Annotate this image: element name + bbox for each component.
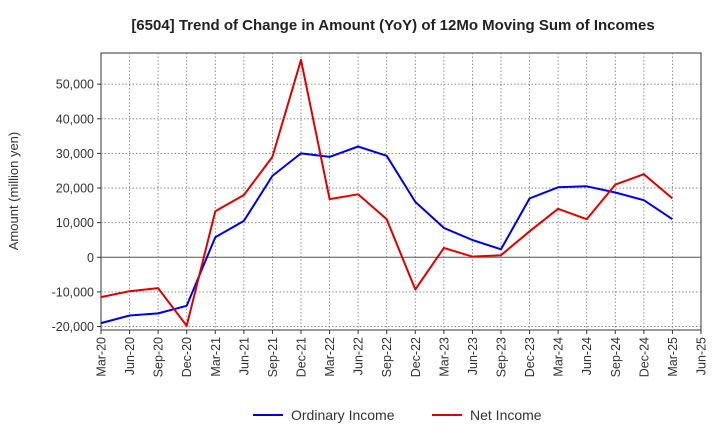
ordinary-income-legend-label: Ordinary Income (291, 407, 395, 423)
chart-title: [6504] Trend of Change in Amount (YoY) o… (131, 17, 654, 34)
x-tick-label: Sep-20 (152, 337, 166, 377)
x-tick-label: Dec-21 (295, 337, 309, 377)
y-tick-label: 10,000 (56, 216, 94, 230)
x-tick-label: Mar-23 (437, 337, 451, 377)
x-tick-label: Jun-24 (580, 337, 594, 375)
y-axis-label: Amount (million yen) (6, 132, 21, 251)
x-tick-label: Sep-22 (380, 337, 394, 377)
x-tick-label: Dec-20 (180, 337, 194, 377)
y-tick-label: 20,000 (56, 182, 94, 196)
x-tick-label: Sep-23 (495, 337, 509, 377)
y-tick-label: 40,000 (56, 112, 94, 126)
y-axis-ticks: -20,000 -10,000 0 10,000 20,000 30,000 40,000 5… (52, 78, 101, 334)
x-tick-label: Jun-21 (237, 337, 251, 375)
x-axis-ticks: Mar-20 Jun-20 Sep-20 Dec-20 Mar-21 Jun-21 Sep-… (95, 330, 709, 377)
x-tick-label: Mar-25 (666, 337, 680, 377)
x-tick-label: Mar-24 (552, 337, 566, 377)
net-income-legend-label: Net Income (470, 407, 542, 423)
x-tick-label: Mar-22 (323, 337, 337, 377)
y-tick-label: 30,000 (56, 147, 94, 161)
x-tick-label: Dec-23 (523, 337, 537, 377)
x-tick-label: Dec-24 (637, 337, 651, 377)
x-tick-label: Dec-22 (409, 337, 423, 377)
legend: Ordinary Income Net Income (253, 407, 542, 423)
x-tick-label: Jun-20 (123, 337, 137, 375)
y-tick-label: -10,000 (52, 285, 94, 299)
y-tick-label: 0 (87, 251, 94, 265)
y-tick-label: 50,000 (56, 78, 94, 92)
plot-area (100, 52, 702, 331)
series-lines (100, 58, 674, 327)
x-tick-label: Mar-21 (209, 337, 223, 377)
x-tick-label: Sep-21 (266, 337, 280, 377)
grid (101, 53, 701, 330)
x-tick-label: Jun-25 (695, 337, 709, 375)
y-tick-label: -20,000 (52, 320, 94, 334)
x-tick-label: Sep-24 (609, 337, 623, 377)
x-tick-label: Mar-20 (95, 337, 109, 377)
x-tick-label: Jun-23 (466, 337, 480, 375)
ordinary-income-line (100, 145, 673, 325)
net-income-line (100, 58, 674, 327)
x-tick-label: Jun-22 (352, 337, 366, 375)
